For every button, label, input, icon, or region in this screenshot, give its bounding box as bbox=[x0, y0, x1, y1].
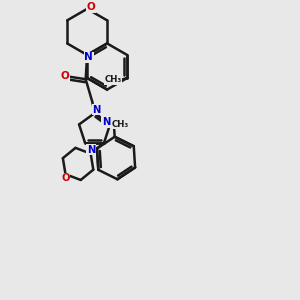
Text: CH₃: CH₃ bbox=[112, 120, 129, 129]
Text: N: N bbox=[102, 117, 110, 127]
Text: O: O bbox=[61, 71, 69, 81]
Text: N: N bbox=[92, 105, 100, 115]
Text: N: N bbox=[87, 145, 95, 155]
Text: O: O bbox=[61, 173, 70, 183]
Text: CH₃: CH₃ bbox=[105, 75, 122, 84]
Text: N: N bbox=[84, 52, 93, 62]
Text: O: O bbox=[86, 2, 95, 12]
